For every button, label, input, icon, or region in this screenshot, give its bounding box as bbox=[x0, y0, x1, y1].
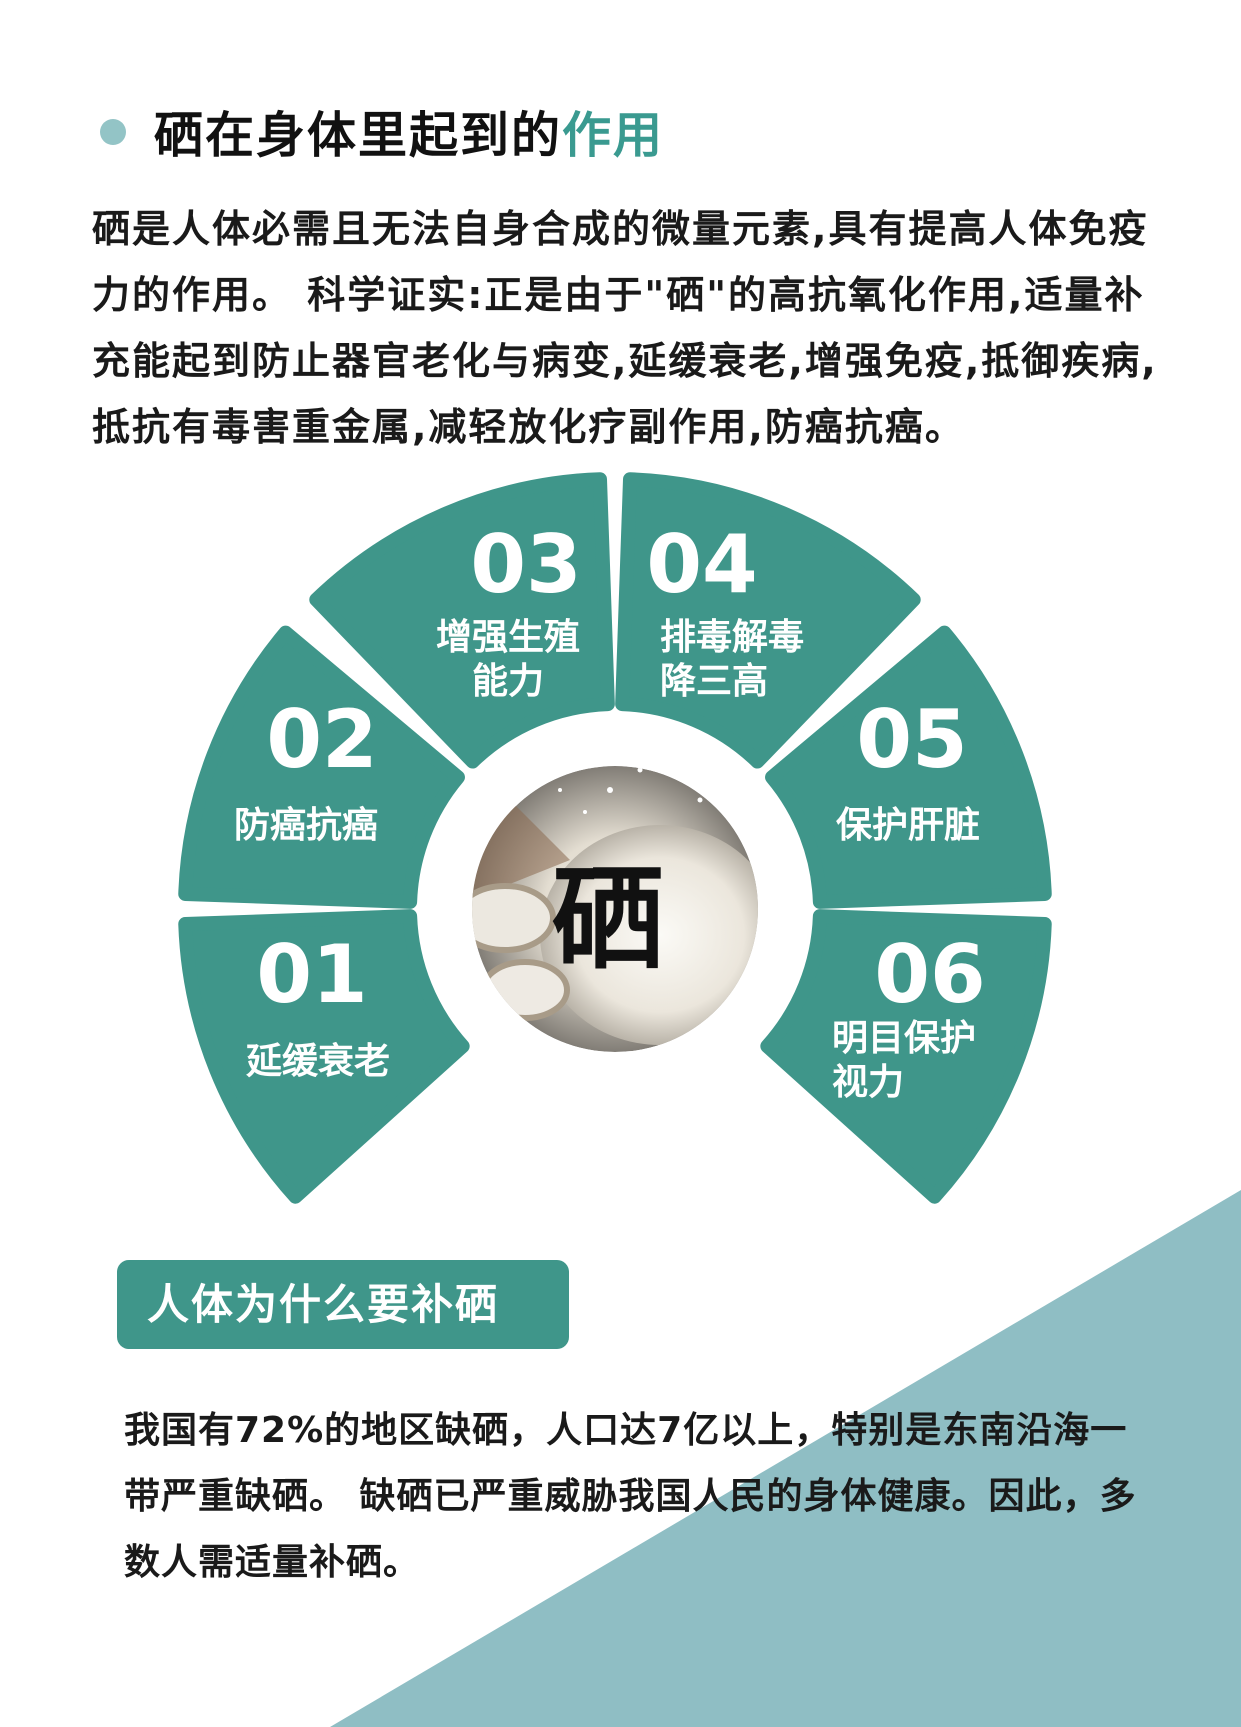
segment-number-06: 06 bbox=[874, 928, 985, 1021]
segment-label-05-line-1: 保护肝脏 bbox=[836, 805, 980, 846]
wheel-segment-2 bbox=[178, 625, 465, 909]
segment-label-03-line-2: 能力 bbox=[472, 661, 544, 702]
intro-paragraph: 硒是人体必需且无法自身合成的微量元素,具有提高人体免疫力的作用。 科学证实:正是… bbox=[92, 207, 1158, 449]
bullet-dot-icon bbox=[100, 118, 126, 145]
section-body: 我国有72%的地区缺硒，人口达7亿以上，特别是东南沿海一带严重缺硒。 缺硒已严重… bbox=[124, 1410, 1137, 1583]
segment-label-02-line-1: 防癌抗癌 bbox=[234, 804, 378, 846]
wheel-segment-5 bbox=[765, 625, 1052, 909]
segment-number-01: 01 bbox=[256, 928, 367, 1021]
segment-number-03: 03 bbox=[470, 518, 581, 611]
page-title: 硒在身体里起到的 bbox=[154, 107, 563, 164]
segment-number-05: 05 bbox=[856, 693, 967, 786]
segment-label-04-line-1: 排毒解毒 bbox=[660, 617, 804, 658]
segment-number-04: 04 bbox=[646, 518, 757, 611]
wheel-segment-6 bbox=[760, 909, 1052, 1204]
segment-label-06-line-1: 明目保护 bbox=[832, 1018, 976, 1059]
wheel-segment-3 bbox=[309, 472, 615, 769]
segment-label-01-line-1: 延缓衰老 bbox=[246, 1041, 390, 1082]
wheel-segment-4 bbox=[615, 472, 921, 769]
section-badge: 人体为什么要补硒 bbox=[117, 1260, 569, 1349]
center-label: 硒 bbox=[552, 855, 664, 985]
section-title: 人体为什么要补硒 bbox=[147, 1280, 500, 1329]
segment-label-04-line-2: 降三高 bbox=[660, 661, 768, 702]
segment-number-02: 02 bbox=[266, 693, 377, 786]
wheel-segment-1 bbox=[178, 909, 470, 1204]
segment-label-06-line-2: 视力 bbox=[832, 1062, 904, 1103]
page-title-accent: 作用 bbox=[562, 107, 665, 164]
title-row: 硒在身体里起到的 作用 bbox=[100, 96, 664, 167]
segment-label-03-line-1: 增强生殖 bbox=[436, 617, 580, 658]
